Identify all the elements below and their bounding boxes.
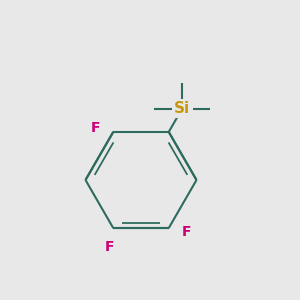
Text: F: F	[182, 225, 191, 239]
Text: Si: Si	[174, 101, 190, 116]
Text: F: F	[104, 240, 114, 254]
Text: F: F	[91, 121, 100, 135]
